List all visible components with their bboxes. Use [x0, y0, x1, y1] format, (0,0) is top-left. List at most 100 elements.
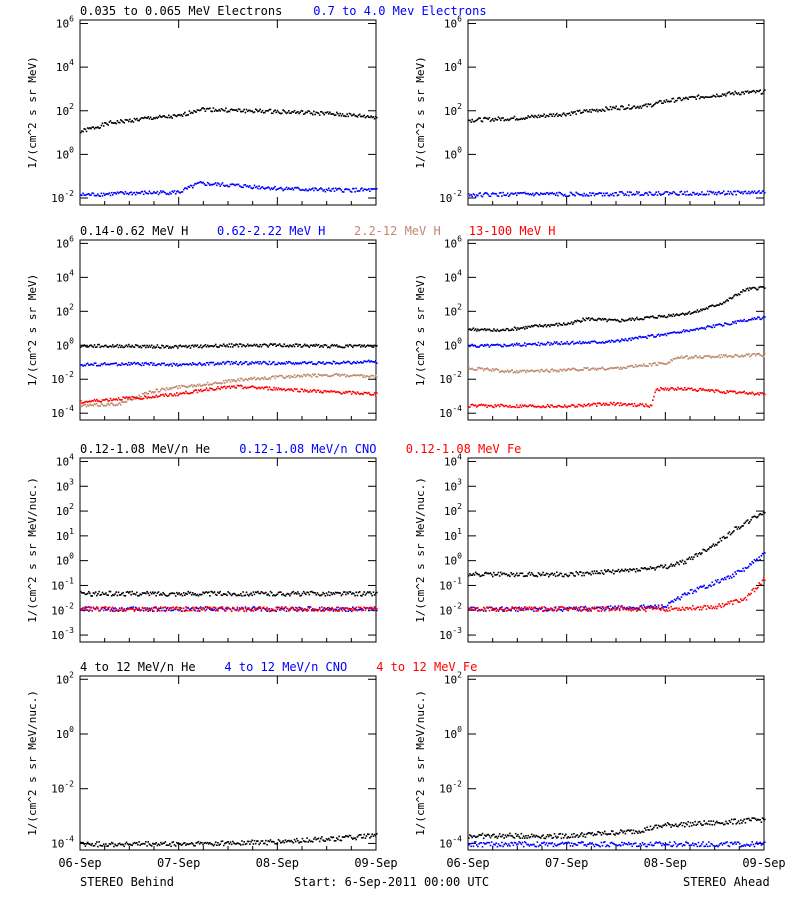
point-1-ahead-2-169 [661, 362, 663, 365]
point-0-ahead-1-211 [709, 190, 711, 193]
point-2-ahead-2-50 [525, 607, 527, 610]
point-2-ahead-2-189 [684, 609, 686, 611]
point-0-ahead-1-220 [719, 192, 721, 195]
point-2-behind-0-80 [171, 592, 173, 594]
point-1-ahead-0-191 [686, 313, 688, 315]
point-2-ahead-1-169 [661, 604, 663, 606]
point-0-behind-0-61 [149, 116, 152, 118]
point-1-behind-1-15 [97, 364, 99, 367]
point-1-behind-2-185 [291, 376, 293, 378]
point-0-behind-1-128 [226, 184, 228, 187]
point-2-ahead-1-212 [710, 585, 712, 588]
point-0-behind-1-15 [97, 193, 99, 195]
point-2-ahead-0-207 [704, 549, 707, 552]
point-1-behind-3-156 [258, 386, 260, 389]
point-2-ahead-2-235 [736, 599, 739, 602]
point-1-behind-2-208 [317, 373, 320, 375]
point-1-ahead-3-83 [562, 406, 565, 408]
point-0-behind-0-159 [261, 109, 264, 112]
point-2-behind-2-188 [294, 606, 297, 609]
point-0-behind-0-14 [96, 126, 98, 129]
point-1-ahead-0-97 [578, 320, 581, 322]
point-1-behind-0-32 [116, 343, 119, 346]
point-0-ahead-0-50 [525, 117, 527, 119]
point-1-behind-2-57 [145, 391, 147, 394]
point-1-ahead-0-36 [509, 329, 511, 332]
point-0-ahead-0-27 [498, 117, 501, 120]
point-2-ahead-0-185 [679, 560, 681, 562]
point-0-ahead-0-183 [677, 97, 679, 100]
point-2-behind-1-105 [200, 606, 202, 608]
point-1-behind-1-238 [352, 361, 354, 364]
point-3-behind-0-21 [104, 845, 106, 847]
point-0-ahead-0-59 [535, 115, 537, 118]
point-1-behind-2-43 [129, 397, 131, 400]
point-2-ahead-0-120 [605, 570, 607, 573]
point-0-ahead-0-213 [711, 95, 713, 98]
point-1-behind-0-216 [326, 346, 329, 349]
point-0-behind-0-89 [181, 115, 184, 117]
point-1-behind-3-6 [86, 401, 89, 403]
point-0-ahead-1-77 [556, 192, 558, 194]
point-2-behind-0-117 [213, 591, 216, 593]
point-1-ahead-1-183 [677, 331, 679, 334]
point-2-behind-2-115 [211, 608, 213, 610]
point-1-ahead-3-70 [548, 405, 550, 408]
point-2-ahead-1-6 [474, 607, 477, 610]
point-2-behind-1-120 [217, 608, 219, 610]
point-0-behind-0-86 [178, 113, 180, 116]
point-2-behind-0-11 [92, 592, 95, 594]
point-2-behind-0-200 [308, 593, 311, 596]
point-1-ahead-1-118 [602, 342, 605, 344]
point-0-behind-0-97 [190, 111, 193, 114]
point-2-behind-1-60 [148, 607, 151, 610]
point-2-ahead-2-152 [641, 606, 644, 609]
point-1-ahead-0-163 [654, 316, 656, 319]
point-1-behind-1-59 [147, 362, 149, 365]
point-1-behind-0-49 [136, 344, 138, 347]
point-1-behind-1-111 [206, 361, 209, 364]
point-1-behind-0-207 [316, 344, 319, 347]
point-2-ahead-1-150 [639, 605, 641, 608]
point-0-ahead-0-241 [743, 93, 745, 95]
point-1-ahead-1-89 [569, 342, 572, 345]
point-1-behind-1-192 [299, 362, 301, 364]
point-1-behind-0-87 [179, 344, 181, 347]
point-0-behind-1-158 [260, 186, 263, 189]
point-1-behind-2-204 [313, 374, 315, 377]
point-2-ahead-2-198 [694, 608, 696, 611]
point-0-ahead-0-166 [657, 101, 660, 103]
point-2-ahead-1-222 [721, 577, 724, 580]
point-2-ahead-1-81 [560, 609, 563, 611]
point-2-behind-0-165 [268, 594, 271, 597]
point-0-behind-0-79 [170, 115, 172, 118]
point-1-ahead-0-52 [527, 325, 529, 328]
point-0-ahead-0-135 [622, 105, 624, 108]
point-1-behind-1-187 [293, 363, 296, 366]
point-1-ahead-1-164 [655, 335, 657, 338]
point-2-behind-2-186 [292, 608, 295, 610]
point-2-behind-2-109 [204, 610, 207, 612]
point-2-ahead-2-39 [512, 607, 515, 609]
point-0-ahead-0-61 [537, 114, 540, 116]
point-1-behind-3-223 [334, 391, 337, 394]
point-1-behind-0-102 [196, 344, 199, 346]
point-0-behind-1-164 [267, 186, 269, 188]
point-0-ahead-0-228 [728, 91, 731, 93]
point-2-ahead-2-147 [636, 610, 638, 612]
point-2-behind-0-143 [243, 594, 245, 597]
point-0-behind-0-58 [146, 117, 148, 119]
point-1-behind-1-245 [360, 361, 362, 363]
point-1-ahead-3-163 [654, 391, 656, 394]
point-2-ahead-1-181 [674, 599, 677, 602]
point-1-ahead-1-62 [538, 344, 541, 347]
point-1-behind-0-17 [99, 346, 101, 349]
point-0-ahead-1-212 [710, 191, 712, 193]
point-1-ahead-1-63 [540, 342, 542, 345]
point-1-behind-3-3 [83, 401, 85, 404]
point-2-behind-2-221 [332, 608, 335, 611]
point-0-behind-1-111 [206, 181, 209, 184]
point-1-ahead-0-23 [494, 329, 496, 332]
point-2-behind-1-246 [361, 607, 363, 610]
point-2-ahead-1-139 [626, 607, 629, 610]
